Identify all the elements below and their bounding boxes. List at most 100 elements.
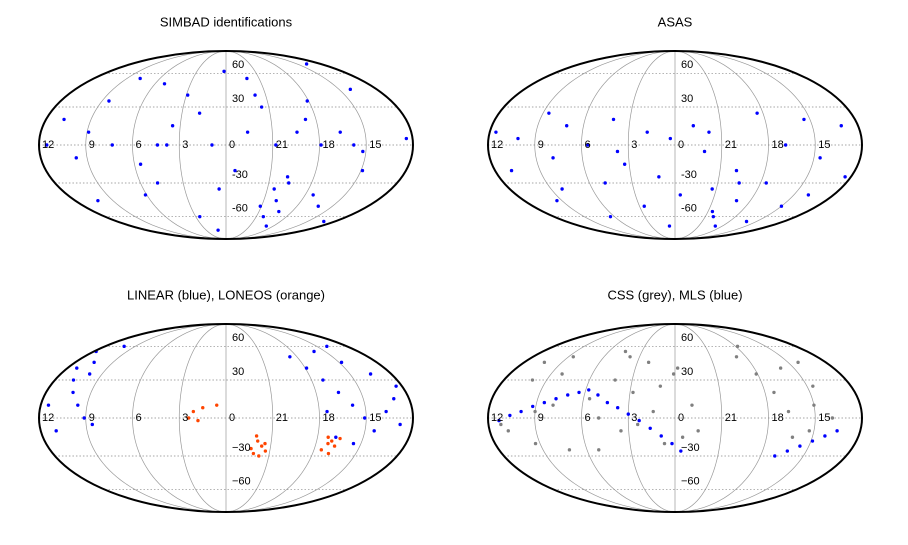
chart-title: CSS (grey), MLS (blue) [607, 287, 742, 302]
y-tick-label: 60 [232, 59, 244, 71]
point [107, 99, 111, 103]
y-tick-label: 30 [681, 366, 693, 378]
point [311, 193, 315, 197]
point [233, 168, 237, 173]
point [138, 162, 143, 166]
x-tick-label: 12 [42, 412, 54, 424]
point [637, 418, 641, 423]
point [122, 344, 126, 349]
point [619, 429, 623, 433]
x-tick-label: 3 [631, 412, 637, 424]
meridian [674, 50, 816, 240]
point [710, 187, 714, 191]
point [711, 214, 716, 219]
point [764, 181, 768, 185]
point [110, 143, 114, 147]
point [551, 403, 555, 407]
point [304, 62, 309, 66]
point [497, 418, 501, 423]
point [404, 136, 409, 141]
point [812, 403, 816, 407]
point [245, 76, 249, 81]
point [274, 198, 278, 203]
point [603, 181, 607, 185]
point [542, 360, 547, 365]
point [351, 441, 356, 446]
point [547, 111, 551, 115]
point [710, 209, 715, 214]
point [519, 409, 523, 414]
point [251, 451, 256, 456]
x-tick-label: 18 [772, 139, 784, 151]
map-outline [38, 323, 414, 513]
point [596, 393, 600, 397]
point [597, 448, 601, 452]
point [613, 378, 617, 382]
point [384, 409, 388, 414]
map-outline [487, 50, 863, 240]
point [626, 412, 630, 416]
x-tick-label: 12 [491, 412, 503, 424]
point [783, 143, 788, 147]
point [566, 393, 570, 397]
x-tick-label: 15 [818, 412, 830, 424]
x-tick-label: 0 [678, 412, 684, 424]
point [326, 441, 330, 446]
point [198, 214, 202, 219]
point [835, 429, 839, 433]
point [735, 344, 740, 349]
point [330, 439, 334, 443]
point [186, 93, 190, 97]
point [222, 69, 226, 74]
point [92, 360, 96, 365]
point [86, 130, 91, 134]
point [319, 143, 323, 147]
x-tick-label: 12 [491, 139, 503, 151]
point [82, 416, 86, 420]
point [671, 372, 676, 376]
point [798, 444, 802, 448]
point [571, 355, 575, 359]
point [667, 224, 672, 228]
point [551, 156, 555, 160]
point [186, 416, 191, 420]
point [659, 434, 663, 438]
point [253, 93, 257, 97]
map-outline [38, 50, 414, 240]
point [615, 149, 620, 154]
point [494, 130, 498, 134]
point [567, 448, 572, 452]
y-tick-label: -60 [232, 203, 248, 215]
point [285, 175, 290, 179]
point [322, 219, 326, 224]
point [657, 175, 661, 179]
point [530, 378, 535, 382]
point [807, 429, 812, 433]
point [713, 224, 717, 228]
point [680, 435, 685, 439]
point [54, 429, 58, 433]
meridian [225, 50, 367, 240]
point [325, 344, 329, 349]
x-tick-label: 15 [369, 139, 381, 151]
point [350, 403, 355, 407]
point [734, 168, 739, 173]
x-tick-label: 6 [136, 139, 142, 151]
point [679, 449, 683, 453]
point [191, 409, 196, 414]
point [261, 214, 266, 219]
point [806, 193, 811, 197]
point [790, 435, 795, 439]
point [658, 384, 663, 388]
point [565, 124, 569, 128]
point [394, 384, 398, 388]
point [321, 378, 325, 382]
point [648, 426, 652, 430]
point [605, 400, 610, 405]
y-tick-label: 60 [681, 332, 693, 344]
x-tick-label: 9 [538, 139, 544, 151]
y-tick-label: 30 [232, 366, 244, 378]
point [796, 360, 800, 365]
point [338, 130, 342, 134]
point [628, 355, 632, 359]
